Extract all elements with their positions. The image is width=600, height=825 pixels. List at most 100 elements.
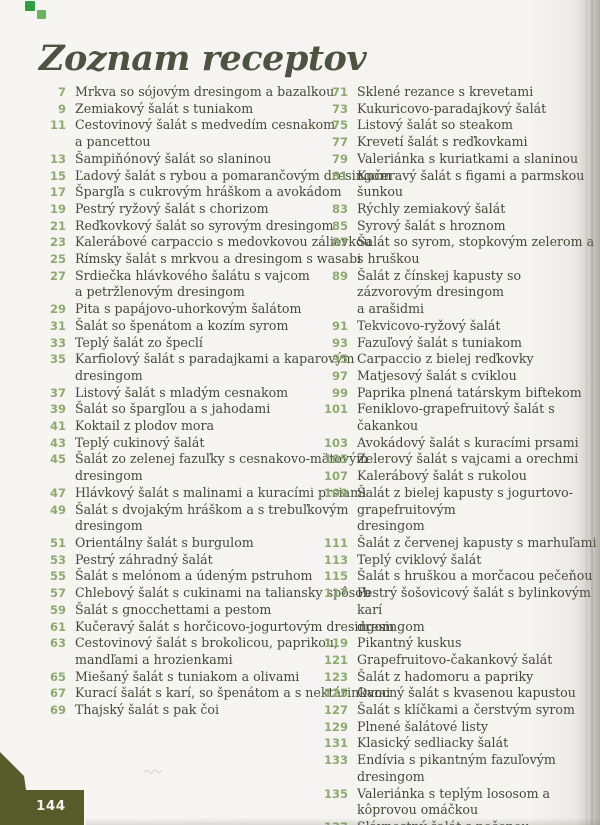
toc-entry-title: Špargľa s cukrovým hráškom a avokádom — [75, 184, 342, 200]
toc-entry-page-number: 125 — [323, 686, 348, 701]
toc-entry-page-number: 93 — [331, 335, 348, 350]
toc-entry-page-number: 17 — [49, 185, 66, 200]
toc-entry-title: Kukuricovo-paradajkový šalát — [357, 100, 547, 116]
toc-entry-title: Pestrý záhradný šalát — [75, 551, 213, 567]
toc-entry: 69 Thajský šalát s pak čoi — [40, 702, 394, 719]
toc-entry-title: Šalát s gnocchettami a pestom — [75, 601, 272, 617]
toc-entry-page-number: 137 — [318, 819, 348, 825]
toc-entry-page-number: 105 — [323, 452, 348, 467]
toc-entry-title: Rýchly zemiakový šalát — [357, 200, 506, 216]
toc-entry-page-number: 63 — [49, 636, 66, 651]
toc-entry-page-number: 71 — [331, 85, 348, 99]
toc-entry: 31 Šalát so špenátom a kozím syrom — [40, 318, 394, 335]
toc-entry-title: Cestovinový šalát s brokolicou, paprikou… — [75, 635, 338, 667]
toc-entry-title: Sklené rezance s krevetami — [357, 84, 534, 99]
toc-entry-title: Šalát z čínskej kapusty so zázvorovým dr… — [357, 267, 522, 317]
toc-entry-page-number: 51 — [49, 535, 66, 550]
toc-entry-page-number: 85 — [331, 218, 348, 233]
toc-entry: 127 Šalát s klíčkami a čerstvým syrom — [318, 702, 600, 719]
toc-entry: 57 Chlebový šalát s cukinami na taliansk… — [40, 585, 394, 602]
toc-entry-title: Syrový šalát s hroznom — [357, 217, 506, 233]
toc-entry-title: Miešaný šalát s tuniakom a olivami — [75, 668, 300, 684]
toc-entry-page-number: 43 — [49, 435, 66, 450]
toc-entry: 63 Cestovinový šalát s brokolicou, papri… — [40, 635, 394, 668]
toc-entry-page-number: 61 — [49, 619, 66, 634]
toc-entry-page-number: 123 — [323, 669, 348, 684]
toc-entry: 23 Kalerábové carpaccio s medovkovou zál… — [40, 234, 394, 251]
scan-bottom-shadow — [86, 818, 600, 825]
toc-entry-page-number: 67 — [49, 686, 66, 701]
toc-entry: 133 Endívia s pikantným fazuľovým dresin… — [318, 752, 600, 785]
toc-entry: 71 Sklené rezance s krevetami — [318, 84, 600, 101]
toc-entry-page-number: 127 — [323, 703, 348, 718]
toc-entry-title: Kalerábové carpaccio s medovkovou záliev… — [75, 234, 372, 250]
toc-entry: 33 Teplý šalát zo špeclí — [40, 335, 394, 352]
toc-entry-page-number: 25 — [49, 252, 66, 267]
toc-entry-title: Teplý cviklový šalát — [357, 551, 482, 567]
toc-entry-title: Valeriánka s kuriatkami a slaninou — [357, 150, 579, 166]
toc-entry: 49 Šalát s dvojakým hráškom a s trebuľko… — [40, 502, 394, 535]
toc-entry: 97 Matjesový šalát s cviklou — [318, 368, 600, 385]
toc-entry-page-number: 117 — [323, 586, 348, 601]
toc-entry: 77 Krevetí šalát s reďkovkami — [318, 134, 600, 151]
toc-entry: 119 Pikantný kuskus — [318, 635, 600, 652]
toc-entry: 91 Tekvicovo-ryžový šalát — [318, 318, 600, 335]
scan-edge-streak — [586, 0, 587, 825]
toc-entry-page-number: 111 — [323, 535, 348, 550]
toc-entry-page-number: 95 — [331, 352, 348, 367]
toc-entry: 61 Kučeravý šalát s horčicovo-jogurtovým… — [40, 619, 394, 636]
toc-entry-page-number: 59 — [49, 602, 66, 617]
toc-entry-title: Šalát z bielej kapusty s jogurtovo-grape… — [357, 484, 574, 534]
toc-entry-title: Reďkovkový šalát so syrovým dresingom — [75, 217, 334, 233]
toc-entry: 17 Špargľa s cukrovým hráškom a avokádom — [40, 184, 394, 201]
toc-entry-page-number: 9 — [57, 101, 66, 116]
toc-entry: 47 Hlávkový šalát s malinami a kuracími … — [40, 485, 394, 502]
toc-entry: 129 Plnené šalátové listy — [318, 719, 600, 736]
toc-entry: 125 Ovocný šalát s kvasenou kapustou — [318, 685, 600, 702]
page-number-block: 144 — [0, 752, 84, 825]
toc-entry: 7 Mrkva so sójovým dresingom a bazalkou — [40, 84, 394, 101]
toc-entry: 59 Šalát s gnocchettami a pestom — [40, 602, 394, 619]
toc-entry-title: Šalát s dvojakým hráškom a s trebuľkovým… — [75, 501, 349, 534]
toc-entry: 87 Šalát so syrom, stopkovým zelerom a s… — [318, 234, 600, 267]
toc-entry-page-number: 41 — [49, 419, 66, 434]
toc-entry: 9 Zemiakový šalát s tuniakom — [40, 101, 394, 118]
toc-entry-title: Pita s papájovo-uhorkovým šalátom — [75, 301, 302, 317]
toc-entry-title: Zemiakový šalát s tuniakom — [75, 100, 254, 116]
scan-page-edge — [574, 0, 600, 825]
toc-entry-title: Feniklovo-grapefruitový šalát s čakankou — [357, 401, 555, 434]
toc-entry-title: Šalát zo zelenej fazuľky s cesnakovo-mät… — [75, 451, 369, 484]
toc-entry-title: Šalát s hruškou a morčacou pečeňou — [357, 568, 593, 584]
toc-entry: 113 Teplý cviklový šalát — [318, 552, 600, 569]
toc-entry-page-number: 33 — [49, 335, 66, 350]
toc-entry-title: Pikantný kuskus — [357, 635, 462, 651]
toc-entry-title: Klasický sedliacky šalát — [357, 735, 509, 751]
toc-entry-title: Paprika plnená tatárskym biftekom — [357, 384, 582, 400]
pencil-smudge — [143, 769, 163, 774]
toc-entry: 25 Rímsky šalát s mrkvou a dresingom s w… — [40, 251, 394, 268]
toc-entry: 13 Šampiňónový šalát so slaninou — [40, 151, 394, 168]
toc-entry: 131 Klasický sedliacky šalát — [318, 735, 600, 752]
toc-entry-page-number: 107 — [323, 469, 348, 484]
toc-entry: 45 Šalát zo zelenej fazuľky s cesnakovo-… — [40, 451, 394, 484]
toc-column-left: 7 Mrkva so sójovým dresingom a bazalkou … — [40, 84, 394, 719]
toc-entry: 51 Orientálny šalát s burgulom — [40, 535, 394, 552]
toc-entry-page-number: 37 — [49, 385, 66, 400]
toc-entry-page-number: 101 — [323, 402, 348, 417]
toc-entry-title: Kurací šalát s karí, so špenátom a s nek… — [75, 685, 391, 701]
toc-entry-page-number: 21 — [49, 218, 66, 233]
toc-entry-title: Šalát so syrom, stopkovým zelerom a s hr… — [357, 234, 595, 267]
toc-entry-page-number: 29 — [49, 302, 66, 317]
toc-entry-title: Listový šalát so steakom — [357, 117, 513, 133]
toc-entry-page-number: 113 — [323, 552, 348, 567]
toc-entry-title: Plnené šalátové listy — [357, 718, 489, 734]
toc-entry-page-number: 19 — [49, 201, 66, 216]
toc-entry-title: Slávnostný šalát s pečenou bravčovinou — [357, 819, 600, 825]
toc-entry: 115 Šalát s hruškou a morčacou pečeňou — [318, 568, 600, 585]
toc-entry-title: Teplý šalát zo špeclí — [75, 334, 203, 350]
toc-entry-title: Kučeravý šalát s figami a parmskou šunko… — [357, 167, 585, 200]
toc-entry: 123 Šalát z hadomoru a papriky — [318, 669, 600, 686]
toc-entry-page-number: 79 — [331, 151, 348, 166]
toc-entry: 93 Fazuľový šalát s tuniakom — [318, 335, 600, 352]
